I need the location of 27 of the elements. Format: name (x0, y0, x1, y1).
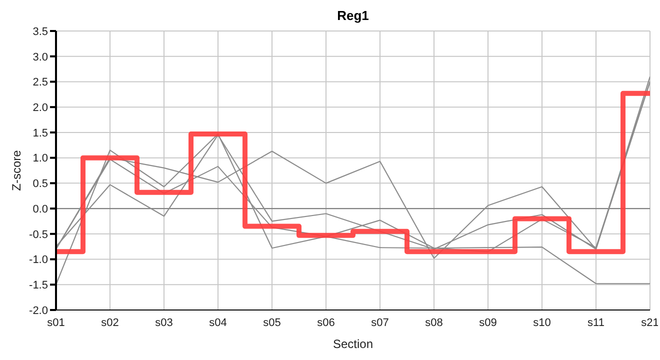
x-tick-label: s02 (101, 316, 119, 329)
x-tick-label: s10 (533, 316, 551, 329)
y-tick-label: -2.0 (29, 304, 48, 317)
y-tick-label: 2.5 (32, 76, 48, 89)
x-tick-label: s01 (47, 316, 65, 329)
y-tick-label: 3.5 (32, 26, 48, 38)
y-tick-label: -1.0 (29, 254, 48, 266)
y-tick-label: 2.0 (32, 102, 48, 114)
y-tick-label: -0.5 (29, 228, 48, 241)
chart-title: Reg1 (336, 8, 370, 25)
y-tick-label: 3.0 (32, 51, 48, 64)
y-tick-label: 1.0 (32, 152, 48, 165)
y-axis-title: Z-score (9, 150, 24, 191)
x-tick-label: s09 (479, 316, 497, 329)
y-tick-label: 1.5 (32, 127, 48, 140)
x-tick-label: s07 (371, 316, 389, 329)
y-tick-label: 0.5 (32, 178, 48, 190)
x-tick-label: s21 (641, 316, 659, 329)
y-tick-label: 0.0 (32, 203, 48, 216)
x-tick-label: s04 (209, 316, 227, 329)
x-tick-label: s03 (155, 316, 173, 329)
x-tick-label: s05 (263, 316, 281, 329)
y-tick-label: -1.5 (29, 280, 48, 292)
x-tick-label: s11 (588, 316, 604, 329)
x-tick-label: s06 (317, 316, 335, 329)
x-tick-label: s08 (425, 316, 443, 329)
x-axis-title: Section (332, 337, 374, 351)
